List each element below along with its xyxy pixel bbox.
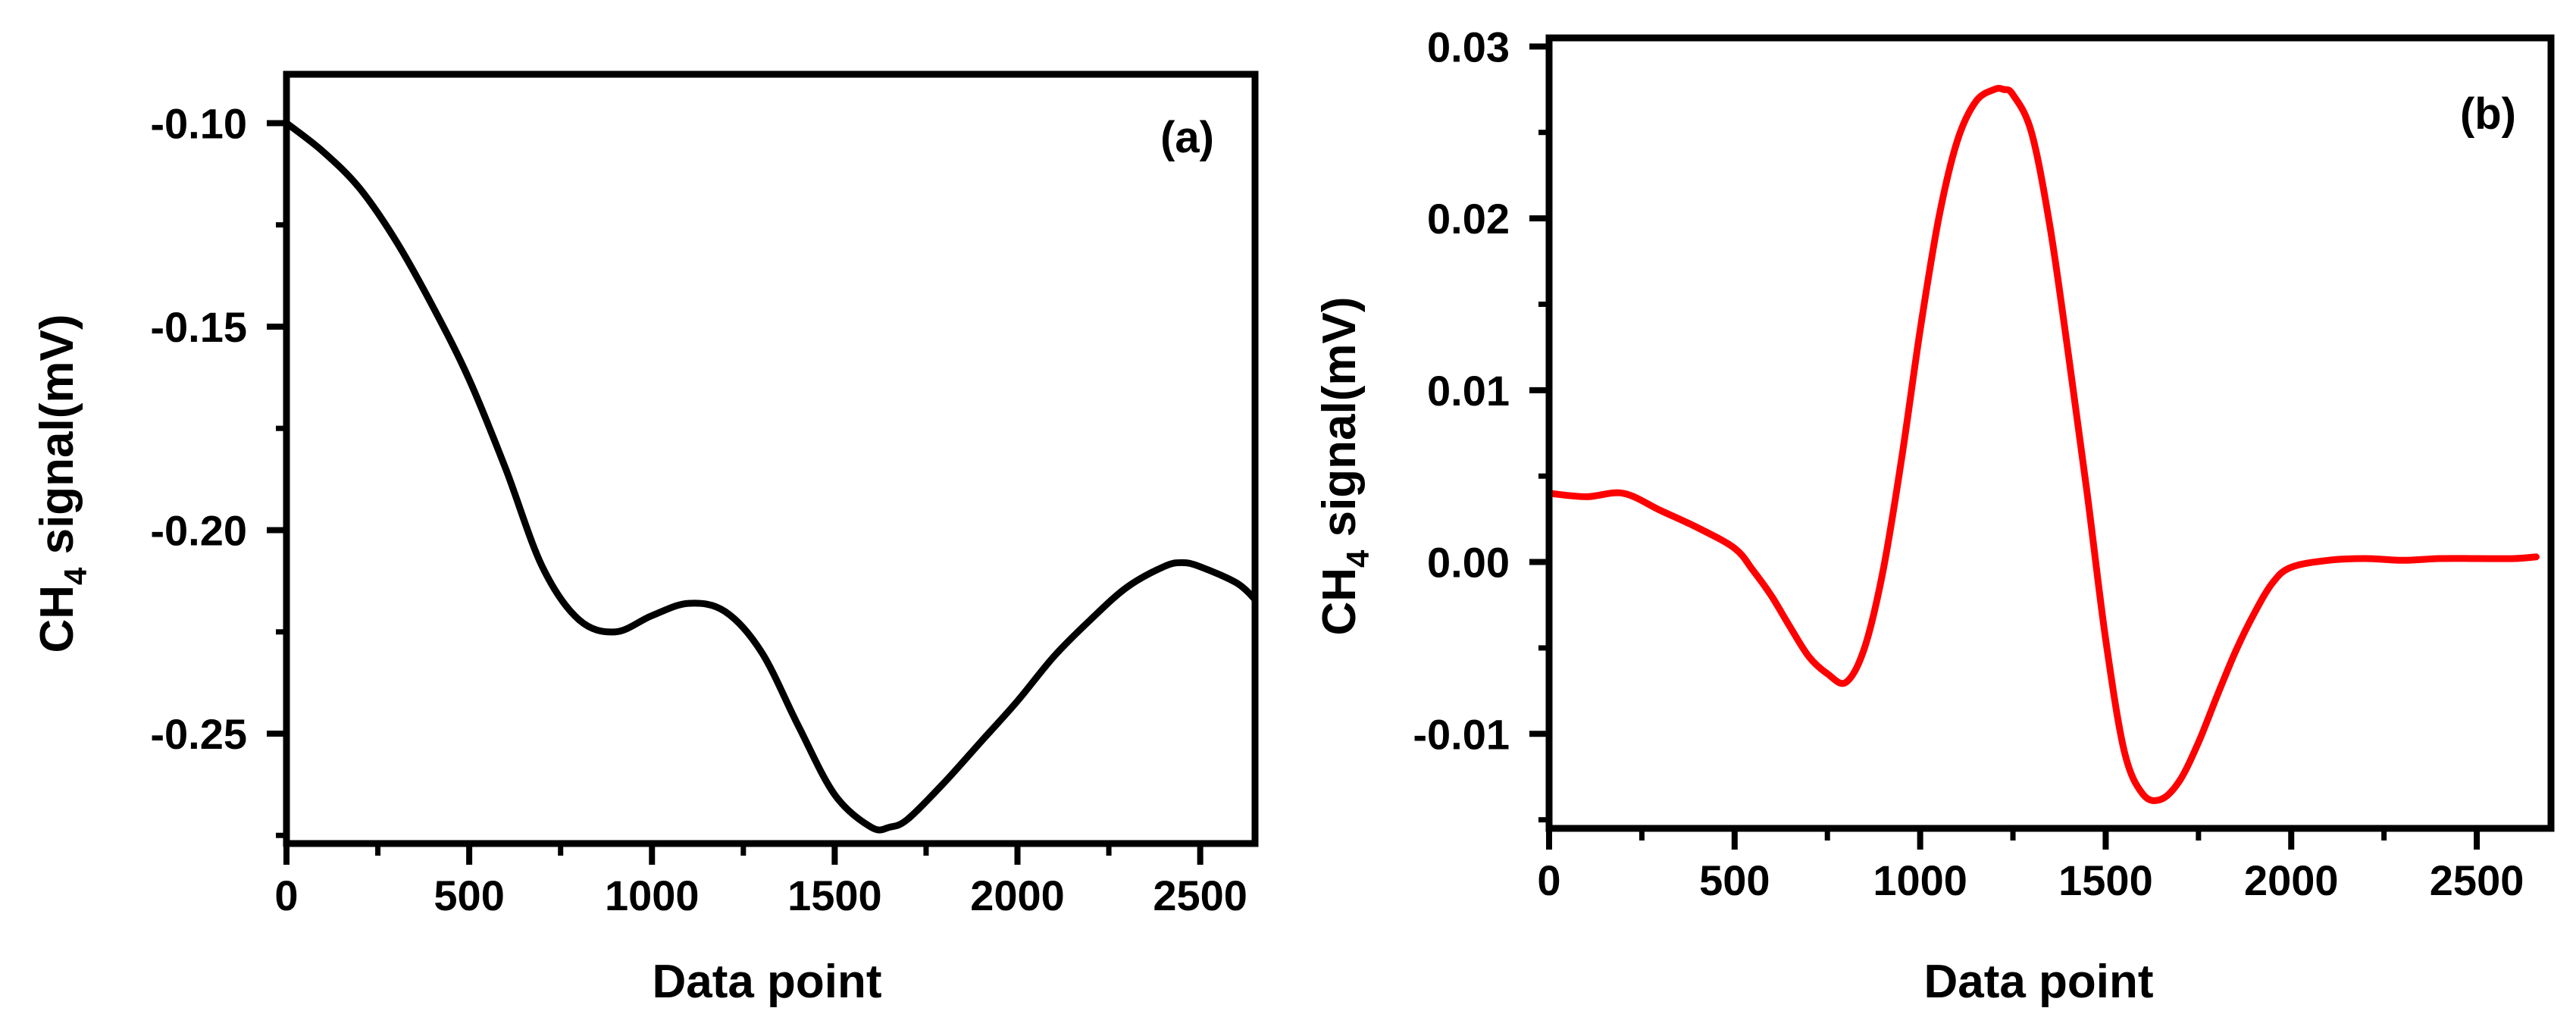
panel-b-y-tick-label: 0.03 [1427, 23, 1510, 70]
panel-b-series [1545, 85, 2540, 804]
panel-a-x-axis-title: Data point [652, 956, 881, 1008]
panel-b-x-tick-label: 500 [1699, 856, 1770, 904]
panel-a-y-title-suffix: signal(mV) [31, 314, 83, 567]
panel-a-x-tick-label: 0 [274, 872, 298, 919]
panel-a-axes-frame [283, 70, 1259, 847]
panel-b-x-tick-label: 2500 [2430, 856, 2524, 904]
panel-a-label: (a) [1160, 113, 1214, 162]
panel-b-x-axis-title: Data point [1923, 956, 2153, 1008]
panel-a-x-tick-label: 1500 [787, 872, 882, 919]
panel-b-y-axis-title: CH4 signal(mV) [1313, 296, 1376, 635]
chart-panel-a: 0 500 1000 1500 2000 2500 -0.10 -0.15 -0.20 -0.25… [31, 70, 1259, 1008]
panel-b-ticks [1529, 43, 2481, 850]
panel-a-series-line [283, 119, 1259, 834]
panel-b-y-tick-label: 0.01 [1427, 367, 1510, 415]
panel-a-y-title-prefix: CH [31, 585, 83, 653]
chart-panel-b: 0 500 1000 1500 2000 2500 0.03 0.02 0.01 0.00 -0.0… [1313, 23, 2555, 1008]
panel-a-y-tick-label: -0.25 [150, 710, 247, 758]
panel-b-axes-frame [1545, 34, 2555, 832]
panel-a-x-tick-label: 1000 [605, 872, 700, 919]
panel-a-x-tick-label: 2500 [1153, 872, 1247, 919]
panel-a-x-tick-label: 500 [434, 872, 504, 919]
panel-b-series-line [1545, 85, 2540, 804]
panel-b-y-tick-label: -0.01 [1413, 710, 1510, 758]
panel-b-x-tick-label: 1500 [2058, 856, 2153, 904]
panel-a-y-axis-title: CH4 signal(mV) [31, 314, 93, 653]
panel-b-y-title-subscript: 4 [1340, 549, 1376, 568]
panel-b-y-title-suffix: signal(mV) [1313, 296, 1366, 549]
panel-a-y-tick-label: -0.20 [150, 506, 247, 554]
panel-a-y-tick-label: -0.15 [150, 303, 247, 351]
panel-b-y-tick-label: 0.00 [1427, 539, 1510, 587]
panel-b-y-tick-label: 0.02 [1427, 195, 1510, 243]
panel-b-tick-labels: 0 500 1000 1500 2000 2500 0.03 0.02 0.01 0.00 -0.0… [1413, 23, 2524, 904]
panel-b-x-tick-label: 1000 [1873, 856, 1967, 904]
panel-a-y-title-subscript: 4 [58, 567, 93, 585]
panel-a-series [283, 119, 1259, 834]
panel-b-x-tick-label: 0 [1537, 856, 1560, 904]
panel-b-label: (b) [2460, 89, 2516, 139]
panel-a-ticks [267, 120, 1203, 865]
panel-a-y-tick-label: -0.10 [150, 99, 247, 147]
panel-a-x-tick-label: 2000 [970, 872, 1065, 919]
panel-b-y-title-prefix: CH [1313, 568, 1366, 636]
panel-b-x-tick-label: 2000 [2244, 856, 2339, 904]
panel-a-tick-labels: 0 500 1000 1500 2000 2500 -0.10 -0.15 -0.20 -0.25 [150, 99, 1247, 919]
